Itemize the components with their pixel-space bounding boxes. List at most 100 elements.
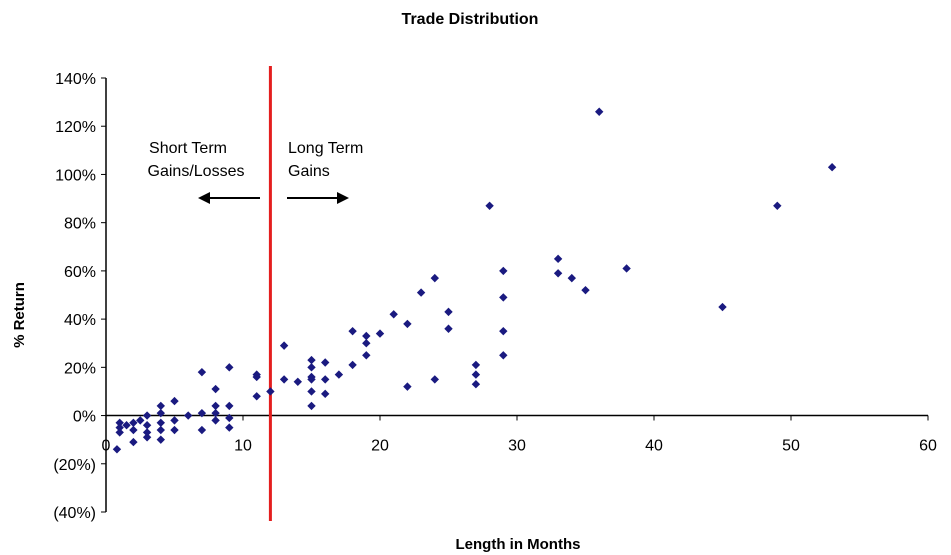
scatter-point <box>156 401 165 411</box>
scatter-point <box>307 355 316 365</box>
scatter-point <box>142 411 152 420</box>
scatter-point <box>293 377 302 386</box>
scatter-point <box>170 425 179 435</box>
scatter-point <box>595 107 604 116</box>
scatter-point <box>416 288 426 297</box>
y-axis-ticks: 140% 120% 100% 80% 60% 40% 20% 0% (20%) (40%) <box>53 71 106 522</box>
scatter-point <box>115 418 124 427</box>
x-tick-label: 20 <box>371 438 389 455</box>
scatter-point <box>197 425 207 435</box>
scatter-point <box>334 370 344 379</box>
scatter-point <box>307 363 316 372</box>
y-tick-label: 60% <box>64 264 96 281</box>
scatter-point <box>197 367 207 377</box>
scatter-point <box>321 358 330 367</box>
x-tick-label: 40 <box>645 438 663 455</box>
scatter-point <box>307 387 316 396</box>
scatter-point <box>389 310 398 319</box>
scatter-point <box>471 370 481 379</box>
y-tick-label: 20% <box>64 360 96 377</box>
y-tick-label: 100% <box>55 167 96 184</box>
scatter-point <box>403 319 412 329</box>
scatter-point <box>156 425 165 435</box>
scatter-point <box>499 266 508 276</box>
scatter-point <box>142 421 152 430</box>
scatter-point <box>112 445 122 454</box>
scatter-point <box>718 302 727 312</box>
left-arrow-icon <box>198 192 260 204</box>
long-term-label-line2: Gains <box>288 163 330 180</box>
y-axis-title: % Return <box>11 282 28 348</box>
scatter-point <box>430 273 439 283</box>
chart-title: Trade Distribution <box>402 11 539 28</box>
scatter-point <box>362 331 371 341</box>
x-tick-label: 30 <box>508 438 526 455</box>
scatter-point <box>142 428 152 437</box>
scatter-point <box>581 285 590 295</box>
scatter-point <box>142 433 152 442</box>
scatter-point <box>115 423 124 432</box>
x-tick-label: 60 <box>919 438 937 455</box>
short-term-label-line2: Gains/Losses <box>148 163 245 180</box>
scatter-point <box>375 329 385 338</box>
scatter-point <box>129 437 138 447</box>
scatter-point <box>211 416 220 425</box>
x-axis-ticks: 0102030405060 <box>102 415 937 455</box>
scatter-point <box>321 389 330 399</box>
scatter-point <box>225 401 234 411</box>
scatter-point <box>136 416 145 425</box>
scatter-point <box>499 326 508 336</box>
scatter-point <box>499 351 508 360</box>
scatter-point <box>156 418 165 427</box>
scatter-point <box>362 339 371 348</box>
scatter-point <box>211 408 220 418</box>
right-arrow-icon <box>287 192 349 204</box>
scatter-point <box>122 421 131 430</box>
scatter-point <box>485 201 494 210</box>
scatter-point <box>156 435 165 444</box>
scatter-point <box>156 408 165 418</box>
scatter-point <box>252 372 261 382</box>
scatter-point <box>499 293 508 302</box>
scatter-point <box>348 360 357 370</box>
scatter-point <box>115 428 124 437</box>
scatter-point <box>622 264 631 273</box>
scatter-point <box>430 375 439 384</box>
y-tick-label: 40% <box>64 312 96 329</box>
scatter-point <box>471 360 481 370</box>
scatter-point <box>827 163 837 172</box>
scatter-point <box>170 416 179 425</box>
y-tick-label: 80% <box>64 216 96 233</box>
scatter-point <box>444 307 453 317</box>
y-tick-label: (40%) <box>53 505 96 522</box>
scatter-point <box>553 254 563 264</box>
scatter-point <box>184 411 193 420</box>
short-term-label-line1: Short Term <box>149 140 227 157</box>
scatter-point <box>444 324 453 333</box>
scatter-point <box>266 387 275 396</box>
scatter-point <box>553 269 563 278</box>
long-term-label-line1: Long Term <box>288 140 363 157</box>
scatter-point <box>225 423 234 432</box>
y-tick-label: 140% <box>55 71 96 88</box>
x-tick-label: 50 <box>782 438 800 455</box>
data-points <box>112 107 837 454</box>
y-tick-label: (20%) <box>53 457 96 474</box>
short-term-annotation: Short Term Gains/Losses <box>148 140 260 204</box>
y-tick-label: 0% <box>73 409 96 426</box>
scatter-point <box>170 396 179 406</box>
scatter-point <box>471 380 481 389</box>
scatter-point <box>403 382 412 391</box>
scatter-point <box>225 363 234 372</box>
scatter-point <box>307 401 316 411</box>
x-tick-label: 10 <box>234 438 252 455</box>
scatter-point <box>773 201 782 210</box>
scatter-point <box>362 351 371 360</box>
scatter-point <box>129 418 138 427</box>
scatter-point <box>279 375 289 384</box>
scatter-point <box>211 401 220 411</box>
scatter-point <box>129 425 138 435</box>
scatter-point <box>211 384 220 394</box>
scatter-point <box>225 413 234 423</box>
